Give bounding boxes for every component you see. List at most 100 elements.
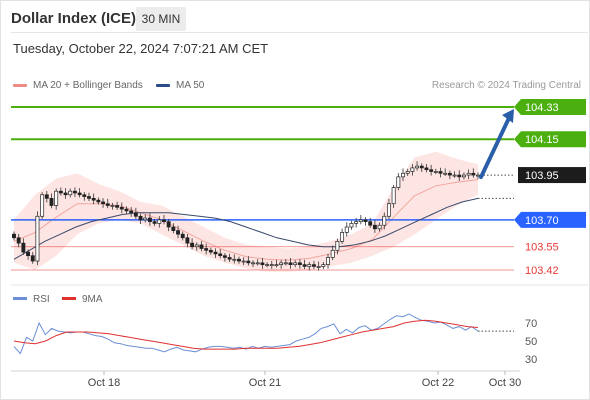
candle: [91, 193, 96, 205]
candle: [68, 188, 73, 198]
candle: [166, 218, 171, 232]
candle: [232, 254, 237, 264]
candle-body: [297, 262, 302, 265]
candle-body: [433, 171, 438, 173]
legend-ma50: MA 50: [156, 80, 204, 91]
candle-body: [143, 217, 148, 221]
candle-body: [255, 262, 260, 265]
candle: [452, 171, 457, 178]
candle-body: [288, 262, 293, 265]
candle: [461, 172, 466, 180]
candle-body: [133, 212, 138, 217]
ma20-line: [13, 179, 479, 261]
candle-body: [185, 237, 190, 244]
candle-body: [171, 226, 176, 231]
candle-body: [349, 223, 354, 228]
candle-body: [265, 264, 270, 266]
rsi-tick-70: 70: [525, 318, 537, 330]
candle-body: [16, 237, 21, 244]
candle: [12, 231, 16, 241]
candle-body: [396, 176, 401, 188]
candle: [58, 187, 63, 196]
candle: [424, 164, 429, 173]
candle-body: [129, 210, 134, 214]
candle-body: [340, 232, 345, 242]
candle-body: [476, 174, 480, 177]
candle-body: [269, 264, 274, 266]
rsi-tick-50: 50: [525, 336, 537, 348]
candle: [471, 168, 476, 178]
candle-body: [152, 221, 157, 224]
candle: [176, 225, 180, 239]
candle-body: [208, 249, 213, 253]
candle: [119, 202, 124, 214]
header-divider: [11, 32, 588, 33]
candle-body: [82, 194, 87, 197]
candle-body: [138, 215, 143, 221]
candle-body: [26, 251, 31, 257]
candle: [358, 215, 363, 225]
candle-body: [204, 248, 209, 251]
candle: [349, 220, 354, 230]
pivot-box-3: [514, 211, 586, 228]
candle-body: [35, 215, 40, 262]
candle-body: [382, 215, 387, 226]
ma20-swatch: [13, 84, 27, 87]
candle-body: [358, 219, 363, 222]
candle-body: [162, 219, 166, 222]
candle-body: [419, 165, 424, 169]
candle-body: [124, 208, 129, 212]
x-tick-label: Oct 22: [422, 377, 454, 389]
candle-body: [293, 262, 298, 265]
candle: [415, 161, 420, 171]
candle: [171, 223, 176, 234]
candle-body: [377, 224, 382, 230]
candle-body: [401, 172, 405, 178]
candle-body: [443, 172, 448, 175]
x-tick-label: Oct 30: [489, 377, 521, 389]
support-label-4: 103.55: [525, 242, 559, 254]
candle: [227, 253, 232, 262]
candle-body: [344, 226, 349, 233]
candle: [255, 259, 260, 266]
candle: [96, 197, 101, 205]
candle-body: [391, 187, 396, 205]
candle: [218, 249, 223, 259]
candle-body: [251, 262, 255, 265]
candle: [372, 220, 377, 233]
x-tick-label: Oct 21: [249, 377, 281, 389]
candle: [447, 170, 452, 180]
candle: [162, 215, 166, 225]
candle-body: [54, 190, 59, 206]
candle: [274, 259, 279, 268]
chart-title: Dollar Index (ICE): [11, 10, 137, 27]
interval-button[interactable]: 30 MIN: [136, 7, 186, 31]
candle-body: [237, 258, 241, 262]
candle-body: [147, 217, 152, 222]
candle: [386, 198, 391, 219]
candle: [222, 252, 227, 262]
candle-body: [457, 174, 462, 178]
candle: [208, 247, 213, 255]
resistance-label-1: 104.15: [525, 134, 559, 146]
candle-body: [199, 244, 204, 249]
support-label-5: 103.42: [525, 265, 559, 277]
candle: [443, 168, 448, 176]
research-credit: Research © 2024 Trading Central: [431, 80, 581, 91]
rsi-legend-label: RSI: [33, 294, 50, 305]
candle: [330, 245, 335, 261]
last-price-label: 103.95: [525, 170, 559, 182]
bollinger-band: [14, 151, 478, 272]
candle: [438, 167, 443, 178]
candle: [302, 259, 307, 270]
candle-body: [316, 266, 321, 268]
candle: [16, 233, 21, 248]
candle: [152, 218, 157, 227]
candle: [157, 216, 162, 228]
candle: [321, 261, 326, 270]
candle-body: [232, 258, 237, 261]
candle: [433, 168, 438, 175]
rsi-legend: RSI 9MA: [13, 294, 103, 305]
candle-body: [466, 172, 471, 176]
